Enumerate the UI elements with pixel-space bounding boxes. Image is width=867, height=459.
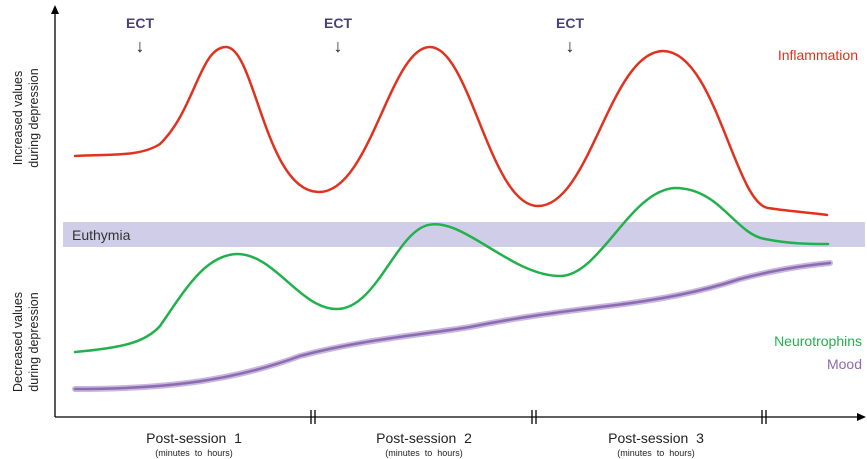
y-label-increased: Increased values during depression <box>11 68 41 167</box>
y-label-decreased: Decreased values during depression <box>11 292 41 392</box>
neurotrophins-label: Neurotrophins <box>774 333 862 349</box>
mood-curve <box>73 261 832 391</box>
session-divider <box>531 410 537 424</box>
session-divider <box>761 410 767 424</box>
mood-label: Mood <box>827 356 862 372</box>
y-axis-arrowhead <box>51 5 59 14</box>
ect-label: ECT <box>556 15 584 31</box>
session-subtitle: (minutes to hours) <box>617 448 695 458</box>
ect-marker: ECT ↓ <box>556 15 584 56</box>
inflammation-label: Inflammation <box>778 47 858 63</box>
ect-arrow-icon: ↓ <box>334 36 343 56</box>
ect-label: ECT <box>126 15 154 31</box>
euthymia-band <box>63 222 865 247</box>
neurotrophins-curve <box>73 186 830 354</box>
y-label-increased-line2: during depression <box>27 68 41 167</box>
session-title: Post-session 2 <box>376 430 472 446</box>
x-axis-arrowhead <box>857 413 866 421</box>
y-label-decreased-line2: during depression <box>27 292 41 391</box>
inflammation-curve <box>73 45 829 217</box>
euthymia-label: Euthymia <box>72 227 131 243</box>
session-divider <box>310 410 316 424</box>
y-label-decreased-line1: Decreased values <box>11 292 25 392</box>
session-label: Post-session 1 (minutes to hours) <box>146 430 242 458</box>
session-subtitle: (minutes to hours) <box>385 448 463 458</box>
session-label: Post-session 2 (minutes to hours) <box>376 430 472 458</box>
ect-marker: ECT ↓ <box>126 15 154 56</box>
session-label: Post-session 3 (minutes to hours) <box>608 430 704 458</box>
ect-marker: ECT ↓ <box>324 15 352 56</box>
y-label-increased-line1: Increased values <box>11 71 25 166</box>
ect-arrow-icon: ↓ <box>136 36 145 56</box>
ect-label: ECT <box>324 15 352 31</box>
session-subtitle: (minutes to hours) <box>155 448 233 458</box>
mood-curve-shadow <box>72 260 833 392</box>
session-title: Post-session 1 <box>146 430 242 446</box>
ect-arrow-icon: ↓ <box>566 36 575 56</box>
session-title: Post-session 3 <box>608 430 704 446</box>
